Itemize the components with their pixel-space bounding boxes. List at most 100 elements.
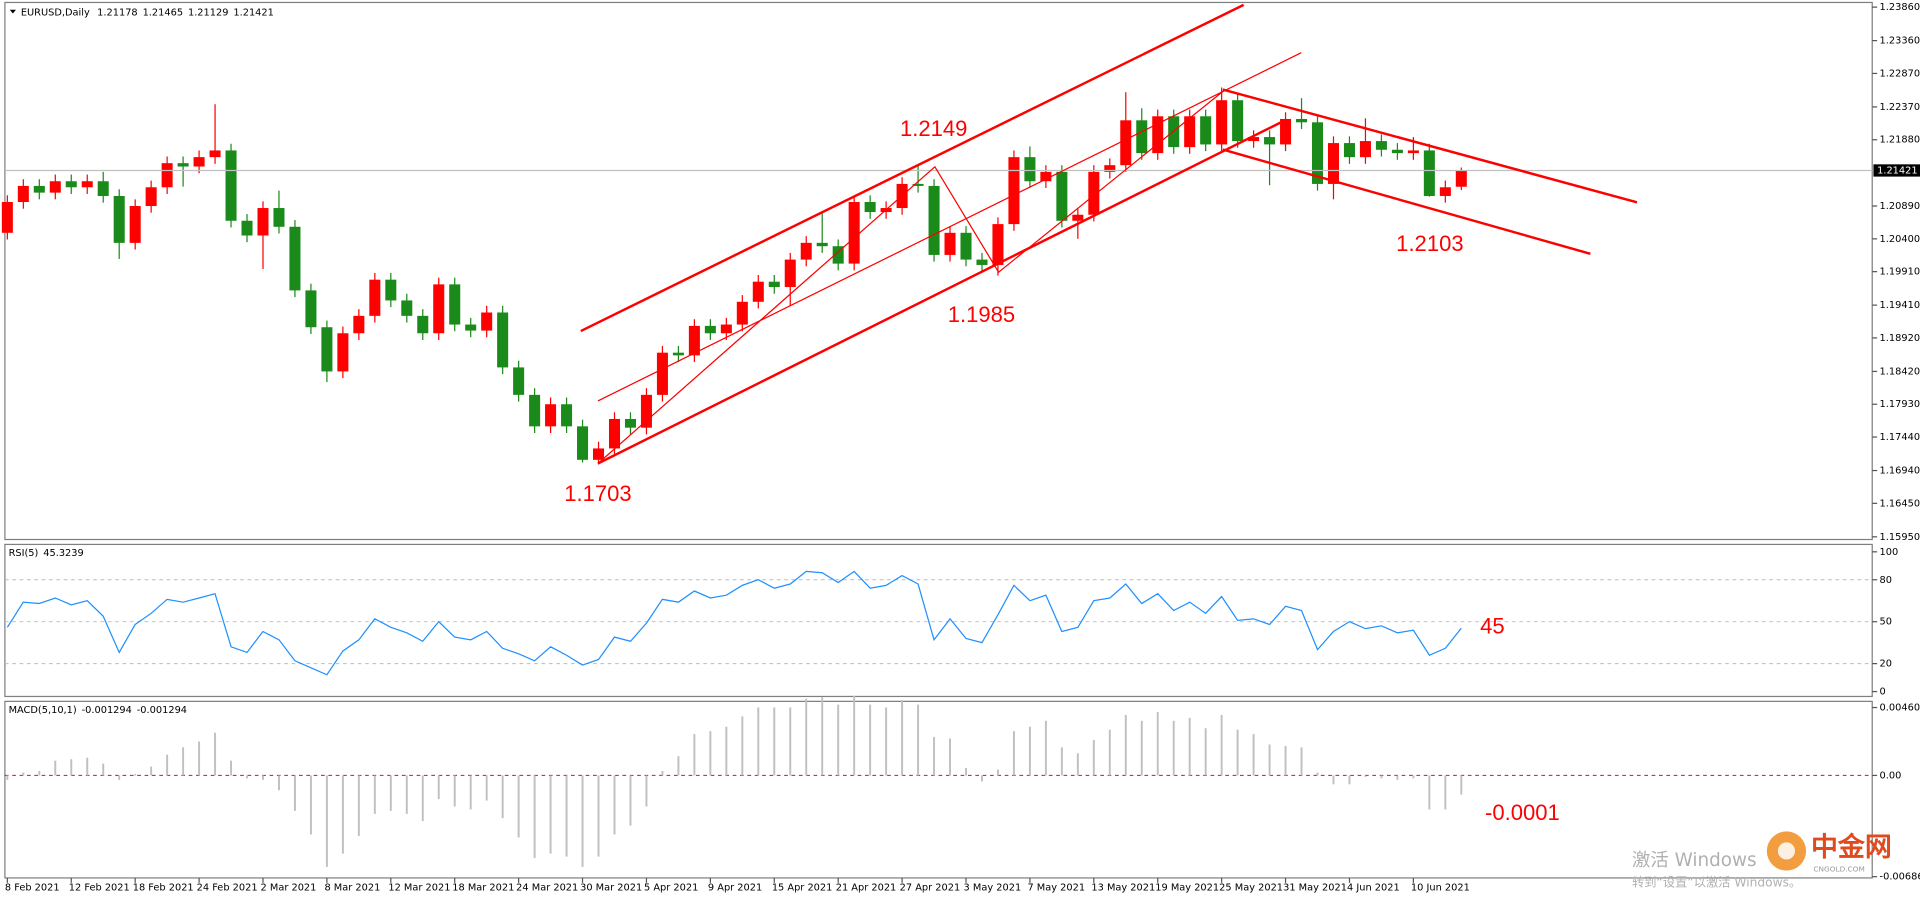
- x-tick-label: 24 Mar 2021: [516, 883, 578, 894]
- macd-bar: [901, 700, 904, 776]
- candle-body: [832, 246, 844, 264]
- candle-body: [49, 181, 61, 193]
- candle-body: [1296, 118, 1308, 123]
- macd-bar: [1204, 728, 1207, 776]
- macd-bar: [1380, 775, 1383, 779]
- macd-bar: [725, 726, 728, 776]
- macd-bar: [1444, 775, 1447, 810]
- candle-body: [1455, 170, 1467, 187]
- candle-body: [17, 185, 29, 203]
- macd-title: MACD(5,10,1): [9, 705, 77, 716]
- candle-body: [305, 290, 317, 328]
- x-tick-label: 12 Feb 2021: [69, 883, 130, 894]
- macd-bar: [38, 771, 41, 776]
- macd-bar: [437, 775, 440, 800]
- candle-body: [289, 226, 301, 291]
- candle-body: [912, 183, 924, 186]
- x-tick-label: 18 Mar 2021: [452, 883, 514, 894]
- y-tick-label: 1.22870: [1880, 68, 1920, 79]
- candle-body: [1056, 171, 1068, 221]
- x-tick-label: 2 Mar 2021: [261, 883, 317, 894]
- y-tick-label: 1.15950: [1880, 532, 1920, 543]
- candle-body: [97, 181, 109, 196]
- y-tick-label: 100: [1880, 547, 1899, 558]
- candle-body: [1200, 116, 1212, 145]
- candle-body: [145, 187, 157, 207]
- candle-body: [864, 202, 876, 213]
- macd-bar: [565, 775, 568, 857]
- watermark: 激活 Windows: [1632, 850, 1757, 871]
- trend-lines: [580, 3, 1638, 465]
- macd-bar: [198, 741, 201, 776]
- candle-body: [497, 312, 509, 368]
- macd-bar: [885, 707, 888, 776]
- y-tick-label: 1.16940: [1880, 466, 1920, 477]
- macd-bar: [805, 698, 808, 776]
- macd-bar: [1188, 717, 1191, 776]
- candle-body: [704, 325, 716, 334]
- candle-body: [513, 367, 525, 395]
- candle-body: [624, 418, 636, 428]
- candle-body: [225, 150, 237, 221]
- logo-site: CNGOLD.COM: [1813, 864, 1864, 873]
- candle-body: [1008, 157, 1020, 225]
- x-tick-label: 21 Apr 2021: [836, 883, 897, 894]
- candle-body: [465, 324, 477, 331]
- macd-bar: [134, 773, 137, 776]
- macd-bar: [1220, 714, 1223, 776]
- candle-body: [33, 185, 45, 193]
- macd-bar: [325, 775, 328, 867]
- current-price-box: [1873, 164, 1920, 177]
- macd-bar: [1108, 729, 1111, 776]
- candle-body: [1359, 141, 1371, 158]
- current-price-label: 1.21421: [1877, 165, 1918, 176]
- x-tick-label: 9 Apr 2021: [708, 883, 762, 894]
- candle-body: [481, 312, 493, 331]
- macd-bar: [757, 707, 760, 776]
- x-tick-label: 15 Apr 2021: [772, 883, 833, 894]
- macd-bar: [246, 775, 248, 779]
- candle-body: [81, 181, 93, 188]
- y-tick-label: 1.19910: [1880, 267, 1920, 278]
- macd-bar: [469, 775, 472, 810]
- header-open: 1.21178: [97, 7, 138, 18]
- macd-bar: [262, 775, 264, 780]
- macd-bar: [70, 759, 73, 776]
- x-tick-label: 8 Feb 2021: [5, 883, 60, 894]
- candle-body: [608, 418, 621, 449]
- macd-value: -0.001294: [82, 705, 132, 716]
- candle-body: [1311, 122, 1324, 184]
- macd-bar: [853, 695, 856, 776]
- macd-bar: [981, 775, 983, 782]
- macd-bar: [1332, 775, 1335, 785]
- macd-bar: [1236, 729, 1239, 776]
- annotation: 1.2103: [1396, 231, 1463, 256]
- candle-body: [449, 284, 461, 325]
- candle-body: [672, 352, 684, 356]
- macd-bar: [22, 772, 25, 776]
- macd-bar: [581, 775, 584, 867]
- macd-bar: [54, 760, 57, 776]
- macd-bar: [1252, 734, 1255, 776]
- candle-body: [928, 185, 940, 255]
- x-tick-label: 5 Apr 2021: [644, 883, 698, 894]
- y-tick-label: 1.17440: [1880, 432, 1920, 443]
- candle-body: [1, 202, 13, 233]
- symbol: EURUSD,Daily: [21, 7, 90, 18]
- macd-bar: [1172, 720, 1175, 776]
- macd-bar: [965, 768, 967, 776]
- macd-bar: [1092, 740, 1095, 776]
- candle-body: [800, 242, 812, 260]
- y-tick-label: 1.23860: [1880, 2, 1920, 13]
- down-channel-upper: [1222, 88, 1638, 204]
- macd-bar: [501, 775, 504, 819]
- candle-body: [577, 426, 589, 460]
- price-panel: [4, 1, 1873, 541]
- candle-body: [177, 163, 189, 167]
- candle-body: [1264, 137, 1276, 145]
- macd-bar: [533, 775, 536, 859]
- y-tick-label: 1.22370: [1880, 102, 1920, 113]
- macd-bar: [1060, 747, 1063, 776]
